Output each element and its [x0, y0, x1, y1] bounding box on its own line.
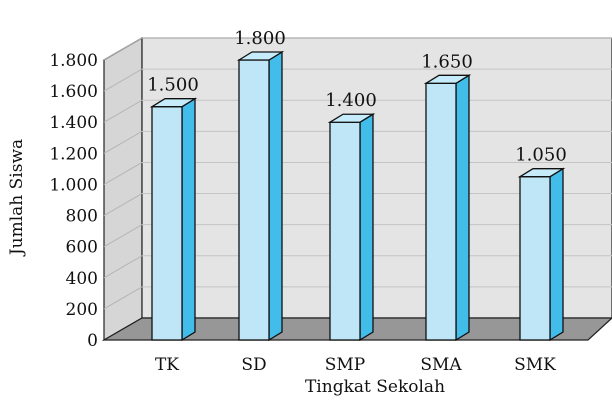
y-tick-label: 1.000 — [49, 175, 98, 195]
grid-line-side — [103, 130, 143, 154]
grid-line-side — [103, 255, 143, 279]
y-tick-label: 1.400 — [49, 113, 98, 133]
x-axis-categories: TK SD SMP SMA SMK — [155, 355, 556, 375]
bar — [423, 74, 472, 342]
y-axis-title: Jumlah Siswa — [7, 139, 27, 257]
value-labels: 1.500 1.800 1.400 1.650 1.050 — [147, 28, 567, 166]
y-tick-label: 1.600 — [49, 82, 98, 102]
bar-side — [359, 113, 374, 342]
bar-value-label: 1.650 — [421, 51, 473, 72]
x-category-label: SD — [241, 355, 266, 375]
bar-value-label: 1.400 — [325, 90, 377, 111]
bar-side — [549, 167, 564, 342]
grid-line-side — [103, 99, 143, 123]
grid-line-side — [103, 68, 143, 92]
x-axis-title: Tingkat Sekolah — [305, 377, 445, 397]
y-tick-label: 400 — [66, 269, 98, 289]
bar-top — [149, 98, 198, 108]
y-tick-label: 600 — [66, 238, 98, 258]
y-tick-label: 0 — [87, 331, 98, 351]
grid-line-side — [103, 286, 143, 310]
grid-line-side — [103, 193, 143, 216]
bar-side — [181, 97, 196, 342]
bar-side — [268, 50, 283, 342]
bar-front — [151, 106, 183, 341]
bar-top — [327, 113, 376, 123]
bar-top — [236, 51, 285, 61]
y-tick-label: 1.200 — [49, 144, 98, 164]
bars — [149, 50, 566, 342]
side-wall — [103, 36, 143, 342]
y-tick-label: 1.800 — [49, 51, 98, 71]
x-category-label: TK — [155, 355, 179, 375]
bar-front — [519, 176, 551, 341]
x-category-label: SMK — [514, 355, 556, 375]
grid-line-side — [103, 37, 143, 61]
grid-line-side — [103, 162, 143, 185]
bar — [236, 50, 285, 342]
y-tick-label: 200 — [66, 300, 98, 320]
bar-top — [423, 74, 472, 84]
y-tick-label: 800 — [66, 207, 98, 227]
bar — [149, 97, 198, 342]
y-axis-ticks: 0 200 400 600 800 1.000 1.200 1.400 1.600 1.800 — [49, 51, 98, 351]
bar-value-label: 1.500 — [147, 75, 199, 96]
bar-top — [517, 168, 566, 178]
bar-front — [329, 121, 361, 341]
bar-front — [425, 82, 457, 341]
bar-front — [238, 59, 270, 341]
bar-side — [455, 74, 470, 342]
grid-line-side — [103, 224, 143, 248]
bar-value-label: 1.050 — [515, 145, 567, 166]
bar-value-label: 1.800 — [234, 28, 286, 49]
x-category-label: SMP — [325, 355, 366, 375]
bar — [517, 167, 566, 342]
bar — [327, 113, 376, 342]
x-category-label: SMA — [420, 355, 462, 375]
